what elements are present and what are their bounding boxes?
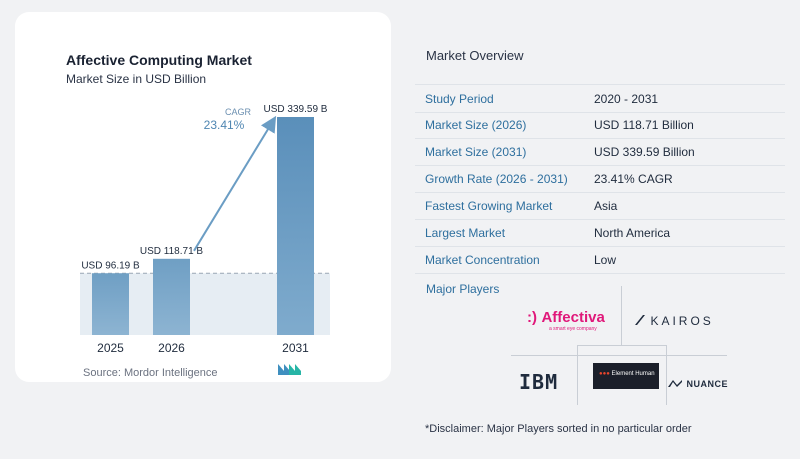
element-human-name: Element Human: [611, 371, 655, 377]
cagr-value: 23.41%: [204, 118, 245, 132]
kairos-name: KAIROS: [650, 314, 714, 328]
overview-row-label: Market Size (2031): [425, 145, 527, 159]
affectiva-tagline: a smart eye company: [549, 326, 597, 332]
overview-row-value: North America: [594, 226, 671, 240]
overview-row-value: USD 118.71 Billion: [594, 118, 694, 132]
affectiva-name: Affectiva: [541, 309, 605, 326]
players-divider: [511, 355, 727, 356]
players-divider: [666, 345, 667, 405]
major-players-label: Major Players: [426, 282, 500, 296]
element-human-dots-icon: ●●●: [599, 371, 612, 377]
overview-row-value: 2020 - 2031: [594, 92, 659, 106]
element-human-logo: ●●● Element Human: [593, 363, 659, 389]
chart-title: Affective Computing Market: [66, 52, 252, 68]
data-label: USD 96.19 B: [81, 260, 140, 271]
cagr-label: CAGR: [225, 107, 252, 117]
nuance-name: NUANCE: [686, 379, 728, 389]
players-divider: [621, 286, 622, 346]
ibm-name: IBM: [519, 370, 559, 394]
disclaimer-note: *Disclaimer: Major Players sorted in no …: [425, 423, 692, 435]
players-divider: [577, 345, 666, 346]
overview-title: Market Overview: [426, 48, 524, 63]
overview-row-label: Largest Market: [425, 226, 506, 240]
data-label: USD 339.59 B: [264, 104, 328, 115]
overview-row-value: Asia: [594, 199, 618, 213]
overview-row: Market Size (2026) USD 118.71 Billion: [415, 111, 785, 139]
overview-row-label: Study Period: [425, 92, 494, 106]
cagr-arrow: [193, 115, 277, 252]
kairos-mark-icon: [635, 315, 645, 325]
overview-row-label: Growth Rate (2026 - 2031): [425, 172, 568, 186]
chart-subtitle: Market Size in USD Billion: [66, 72, 207, 86]
smile-icon: :): [527, 309, 537, 326]
bar-2031: [277, 117, 314, 335]
x-tick-label: 2026: [158, 341, 185, 355]
mordor-logo-icon: [278, 364, 301, 375]
overview-row-label: Market Size (2026): [425, 118, 527, 132]
overview-row: Market Size (2031) USD 339.59 Billion: [415, 138, 785, 166]
bar-2026: [153, 258, 190, 335]
nuance-mark-icon: [668, 380, 682, 387]
nuance-logo: NUANCE: [668, 374, 728, 392]
overview-row-value: 23.41% CAGR: [594, 172, 673, 186]
players-divider: [577, 345, 578, 405]
overview-row: Growth Rate (2026 - 2031) 23.41% CAGR: [415, 165, 785, 193]
overview-row: Study Period 2020 - 2031: [415, 84, 785, 113]
ibm-logo: IBM: [519, 370, 558, 394]
bar-2025: [92, 273, 129, 335]
kairos-logo: KAIROS: [634, 312, 724, 330]
data-label: USD 118.71 B: [140, 246, 204, 257]
affectiva-logo: :) Affectiva a smart eye company: [527, 309, 617, 333]
overview-row: Fastest Growing Market Asia: [415, 192, 785, 220]
overview-row-value: Low: [594, 253, 617, 267]
overview-row-label: Market Concentration: [425, 253, 540, 267]
overview-row: Largest Market North America: [415, 219, 785, 247]
overview-row-value: USD 339.59 Billion: [594, 145, 695, 159]
bar-chart: USD 96.19 B 2025 USD 118.71 B 2026 USD 339.5…: [80, 104, 330, 355]
x-tick-label: 2025: [97, 341, 124, 355]
x-tick-label: 2031: [282, 341, 309, 355]
overview-row-label: Fastest Growing Market: [425, 199, 553, 213]
source-note: Source: Mordor Intelligence: [83, 367, 218, 379]
overview-row: Market Concentration Low: [415, 246, 785, 274]
